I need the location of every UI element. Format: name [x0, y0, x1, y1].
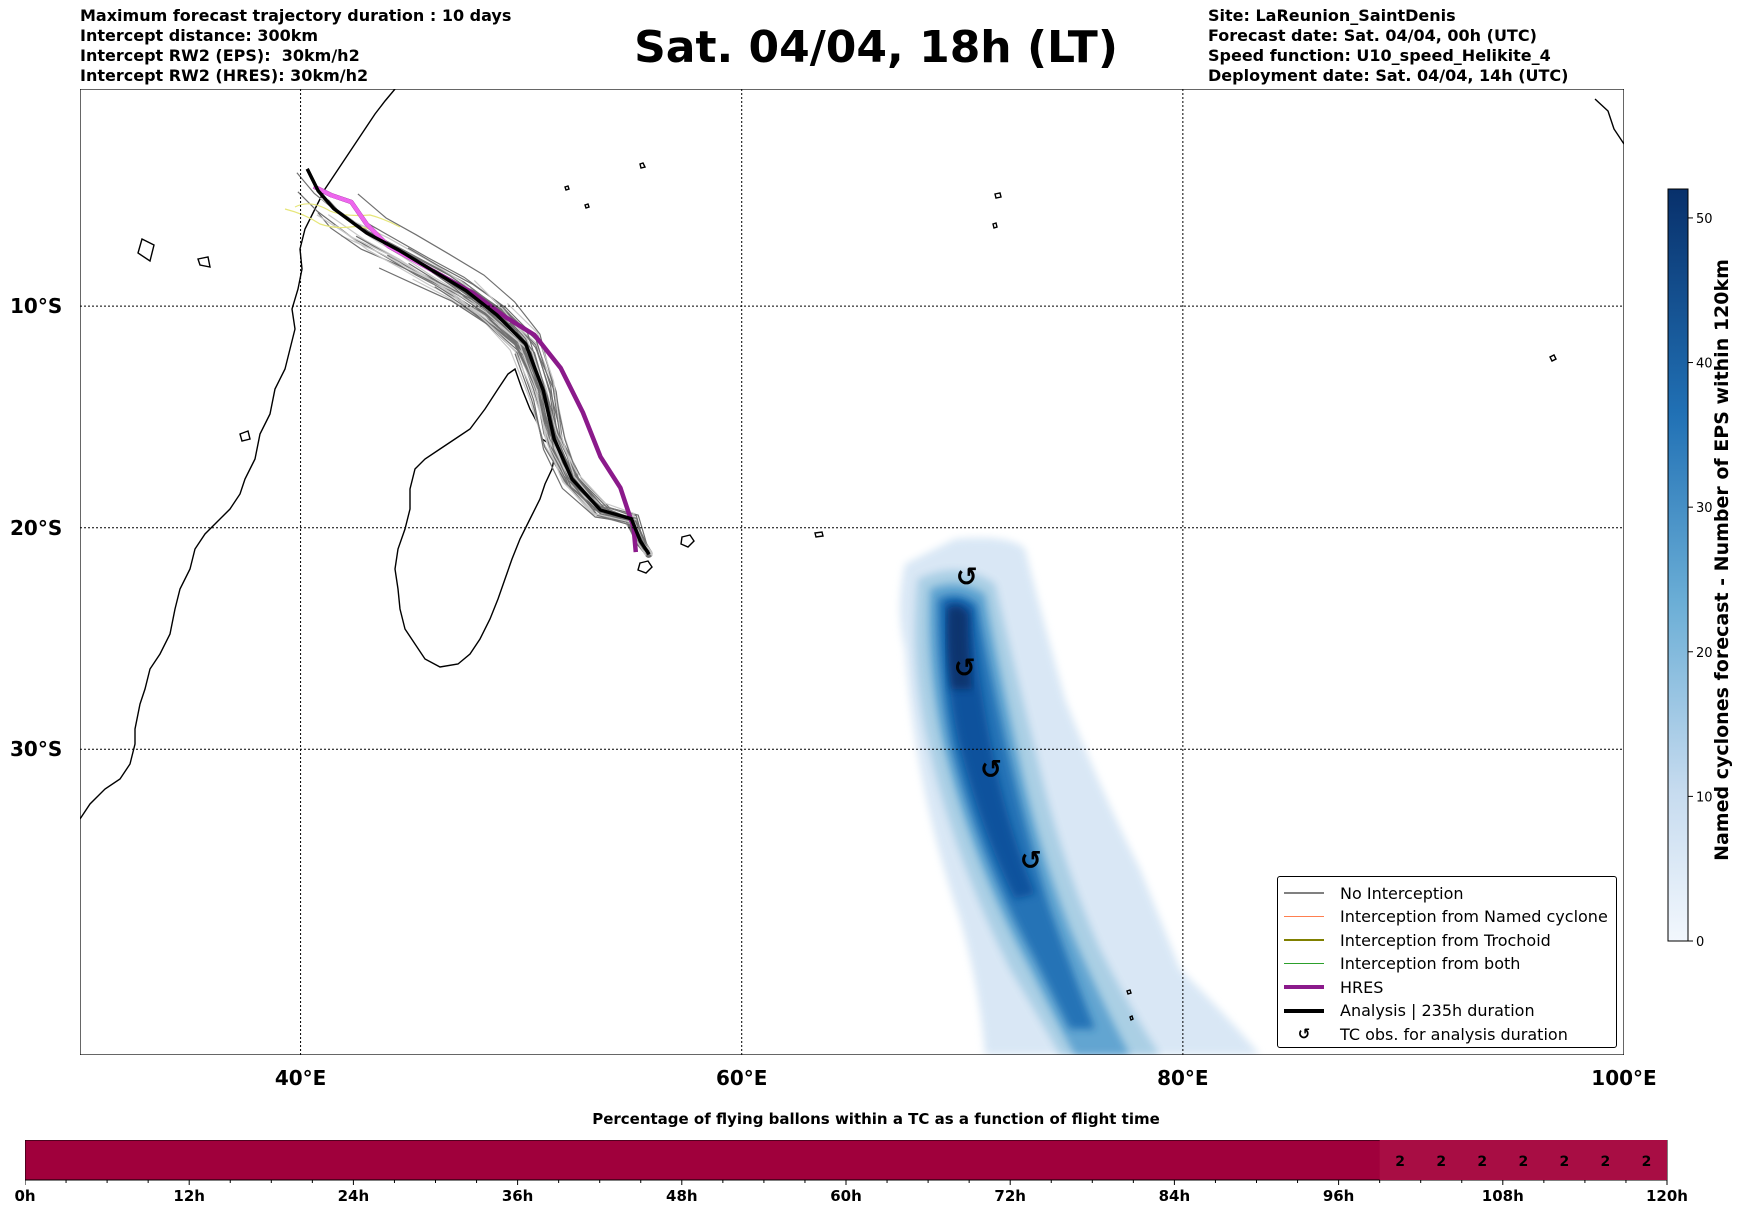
density-band-6 [947, 605, 972, 689]
colorbar-tick-label-1: 10 [1696, 790, 1713, 805]
legend-swatch-0 [1284, 892, 1324, 894]
bottom-bar-title: Percentage of flying ballons within a TC… [592, 1110, 1160, 1128]
lon-tick-label-3: 100°E [1591, 1066, 1657, 1090]
mauritius-coastline [680, 534, 695, 548]
lat-tick-label-2: 30°S [10, 737, 63, 762]
tc-observations: ↺ ↺ ↺ ↺ [954, 562, 1042, 876]
lon-tick-label-1: 60°E [715, 1066, 768, 1090]
legend-item-6: ↺ TC obs. for analysis duration [1278, 1023, 1568, 1045]
legend-swatch-2 [1284, 939, 1324, 941]
lat-tick-label-1: 20°S [10, 515, 63, 540]
lon-tick-label-2: 80°E [1157, 1066, 1209, 1090]
amsterdam-island [1126, 989, 1134, 1021]
flight-time-cell-value-5: 2 [1601, 1154, 1611, 1170]
colorbar-tick-label-2: 20 [1696, 646, 1713, 661]
flight-time-cell-value-0: 2 [1395, 1154, 1405, 1170]
colorbar-ticks: 0 10 20 30 40 50 [1688, 212, 1713, 950]
africa-coastline [80, 89, 396, 820]
intercept-hres-text: Intercept RW2 (HRES): 30km/h2 [80, 66, 369, 85]
page-title: Sat. 04/04, 18h (LT) [634, 22, 1118, 73]
flight-time-tick-label-10: 120h [1646, 1187, 1688, 1205]
rodrigues-island [814, 531, 824, 538]
legend-swatch-5 [1284, 1008, 1324, 1013]
legend-label-6: TC obs. for analysis duration [1340, 1024, 1568, 1044]
legend-label-5: Analysis | 235h duration [1340, 1001, 1535, 1020]
cocos-island [1549, 354, 1557, 362]
lat-tick-label-0: 10°S [10, 294, 63, 319]
flight-time-bar: 2 2 2 2 2 2 2 [25, 1140, 1668, 1185]
flight-time-tick-label-0: 0h [14, 1187, 36, 1205]
max-duration-text: Maximum forecast trajectory duration : 1… [80, 6, 512, 25]
forecast-date-text: Forecast date: Sat. 04/04, 00h (UTC) [1208, 26, 1537, 45]
gridlines [80, 89, 1624, 1055]
cyclone-density-plume [900, 537, 1260, 1055]
flight-time-tick-label-2: 24h [337, 1187, 370, 1205]
trochoid-trajectories [284, 203, 401, 235]
trochoid-path-1 [284, 208, 381, 235]
tc-obs-marker-2: ↺ [980, 755, 1002, 785]
eps-trajectory-44 [435, 280, 650, 552]
legend-label-0: No Interception [1340, 883, 1464, 903]
colorbar-tick-label-5: 50 [1696, 212, 1713, 227]
intercept-distance-text: Intercept distance: 300km [80, 26, 319, 45]
flight-time-cells: 2 2 2 2 2 2 2 [1379, 1140, 1667, 1180]
tc-obs-marker-3: ↺ [1020, 846, 1042, 876]
flight-time-cell-value-3: 2 [1518, 1154, 1528, 1170]
flight-time-tick-label-5: 60h [830, 1187, 862, 1205]
legend-label-3: Interception from both [1340, 954, 1521, 973]
comoros-coastline [197, 256, 251, 442]
flight-time-cell-value-2: 2 [1477, 1154, 1487, 1170]
header-info-left: Maximum forecast trajectory duration : 1… [80, 6, 511, 86]
mafia-island [137, 237, 155, 263]
flight-time-tick-label-9: 108h [1481, 1187, 1524, 1205]
flight-time-tick-label-6: 72h [994, 1187, 1026, 1205]
colorbar-tick-label-0: 0 [1696, 935, 1704, 950]
deployment-date-text: Deployment date: Sat. 04/04, 14h (UTC) [1208, 66, 1569, 85]
colorbar-tick-label-3: 30 [1696, 501, 1713, 516]
legend-label-2: Interception from Trochoid [1340, 930, 1551, 950]
colorbar-title: Named cyclones forecast - Number of EPS … [1711, 259, 1733, 861]
flight-time-ticks [25, 1180, 1668, 1185]
flight-time-tick-label-7: 84h [1158, 1187, 1191, 1205]
density-colorbar: 0 10 20 30 40 50 [1667, 188, 1713, 950]
legend-swatch-3 [1284, 962, 1324, 965]
flight-time-tick-label-4: 48h [666, 1187, 698, 1205]
map-legend: No Interception Interception from Named c… [1277, 876, 1617, 1048]
trochoid-path-2 [294, 203, 401, 228]
tc-obs-marker-1: ↺ [954, 653, 976, 683]
legend-label-4: HRES [1340, 977, 1384, 997]
legend-item-3: Interception from both [1278, 953, 1520, 975]
site-text: Site: LaReunion_SaintDenis [1208, 6, 1456, 25]
lon-tick-label-0: 40°E [274, 1066, 327, 1090]
legend-swatch-1 [1284, 915, 1324, 918]
seychelles-islands [564, 162, 647, 209]
header-info-right: Site: LaReunion_SaintDenis Forecast date… [1208, 6, 1568, 86]
flight-time-cell-value-1: 2 [1436, 1154, 1446, 1170]
sumatra-coast [1594, 98, 1624, 145]
legend-item-0: No Interception [1278, 882, 1464, 904]
legend-item-2: Interception from Trochoid [1278, 929, 1551, 951]
tc-obs-marker-0: ↺ [956, 562, 978, 592]
colorbar-tick-label-4: 40 [1696, 357, 1713, 372]
chagos-islands [992, 192, 1002, 229]
flight-time-cell-region [1379, 1140, 1667, 1180]
analysis-trajectory [305, 168, 651, 556]
legend-swatch-4 [1284, 985, 1324, 989]
colorbar-gradient [1667, 188, 1689, 942]
intercept-eps-text: Intercept RW2 (EPS): 30km/h2 [80, 46, 360, 65]
reunion-coastline [637, 560, 653, 574]
speed-function-text: Speed function: U10_speed_Helikite_4 [1208, 46, 1551, 65]
legend-item-4: HRES [1278, 976, 1383, 998]
flight-time-tick-label-3: 36h [501, 1187, 534, 1205]
flight-time-tick-label-1: 12h [173, 1187, 205, 1205]
legend-item-5: Analysis | 235h duration [1278, 1000, 1535, 1022]
flight-time-cell-value-6: 2 [1642, 1154, 1652, 1170]
flight-time-cell-value-4: 2 [1560, 1154, 1570, 1170]
legend-item-1: Interception from Named cyclone [1278, 906, 1608, 928]
legend-label-1: Interception from Named cyclone [1340, 907, 1608, 926]
legend-tc-symbol-icon: ↺ [1297, 1025, 1311, 1043]
flight-time-tick-label-8: 96h [1322, 1187, 1355, 1205]
